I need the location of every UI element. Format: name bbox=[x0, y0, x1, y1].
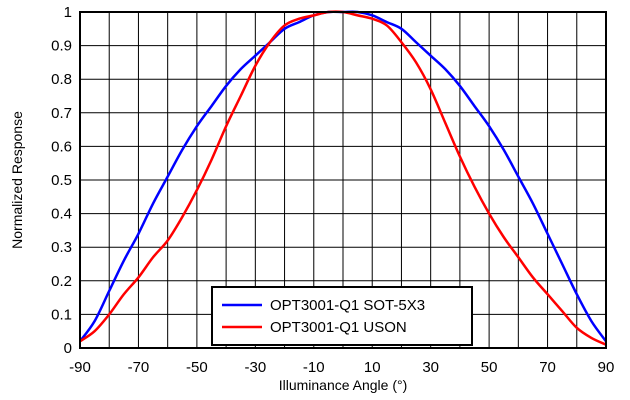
y-tick-label: 0 bbox=[64, 340, 72, 357]
legend-box bbox=[211, 286, 473, 346]
y-tick-label: 0.2 bbox=[51, 273, 72, 290]
y-tick-label: 0.1 bbox=[51, 306, 72, 323]
plot-frame bbox=[79, 11, 607, 349]
y-tick-label: 0.5 bbox=[51, 172, 72, 189]
legend-label-sot: OPT3001-Q1 SOT-5X3 bbox=[270, 297, 425, 314]
x-tick-label: 30 bbox=[422, 359, 439, 376]
y-tick-label: 0.8 bbox=[51, 71, 72, 88]
y-tick-label: 0.3 bbox=[51, 239, 72, 256]
y-tick-label: 0.7 bbox=[51, 105, 72, 122]
x-tick-label: -50 bbox=[186, 359, 208, 376]
y-tick-label: 1 bbox=[64, 4, 72, 21]
legend: OPT3001-Q1 SOT-5X3 OPT3001-Q1 USON bbox=[211, 286, 473, 346]
x-tick-label: 70 bbox=[539, 359, 556, 376]
x-tick-label: 10 bbox=[364, 359, 381, 376]
tick-labels: -90 -70 -50 -30 -10 10 30 50 70 90 0 0.1 0.2 0.3 0.4 0.… bbox=[51, 4, 614, 376]
x-tick-label: 90 bbox=[598, 359, 615, 376]
y-tick-label: 0.4 bbox=[51, 206, 72, 223]
x-tick-label: 50 bbox=[481, 359, 498, 376]
x-tick-label: -10 bbox=[303, 359, 325, 376]
y-axis-label: Normalized Response bbox=[9, 111, 25, 249]
y-tick-label: 0.6 bbox=[51, 138, 72, 155]
x-axis-label: Illuminance Angle (°) bbox=[279, 377, 408, 393]
x-tick-label: -70 bbox=[128, 359, 150, 376]
y-tick-label: 0.9 bbox=[51, 38, 72, 55]
x-tick-label: -90 bbox=[69, 359, 91, 376]
legend-label-uson: OPT3001-Q1 USON bbox=[270, 319, 407, 336]
x-tick-label: -30 bbox=[244, 359, 266, 376]
